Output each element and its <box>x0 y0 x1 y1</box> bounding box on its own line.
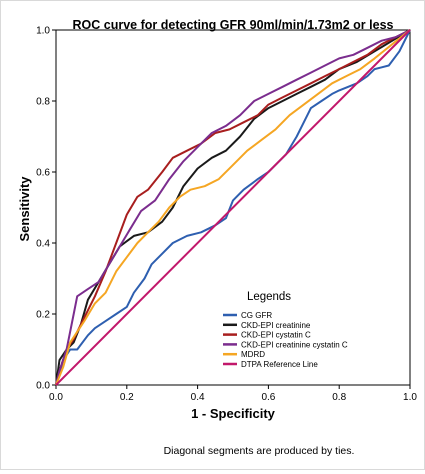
y-tick-label: 0.2 <box>36 310 50 321</box>
series-line-ckd-epi-cystatin-c <box>55 29 411 386</box>
series-line-ckd-epi-creatinine-cystatin-c <box>55 29 411 386</box>
x-axis-label: 1 - Specificity <box>191 406 276 421</box>
x-tick-label: 0.0 <box>49 392 63 403</box>
series-line-ckd-epi-creatinine <box>55 29 411 386</box>
y-axis-label: Sensitivity <box>17 176 32 242</box>
chart-title: ROC curve for detecting GFR 90ml/min/1.7… <box>73 18 394 32</box>
series-line-mdrd <box>55 29 411 386</box>
series-line-cg-gfr <box>55 29 411 386</box>
legend-entry-cg-gfr: CG GFR <box>241 311 272 320</box>
legend-entry-mdrd: MDRD <box>241 350 265 359</box>
y-tick-label: 0.8 <box>36 97 50 108</box>
footnote: Diagonal segments are produced by ties. <box>164 445 355 457</box>
legend-entry-ckd-epi-creatinine-cystatin-c: CKD-EPI creatinine cystatin C <box>241 340 348 349</box>
y-tick-label: 0.0 <box>36 381 50 392</box>
legend-entry-ckd-epi-cystatin-c: CKD-EPI cystatin C <box>241 331 311 340</box>
axes: 0.0 0.2 0.4 0.6 0.8 1.0 0.0 0.2 0.4 0.6 0.8 1.0 <box>36 26 417 404</box>
legend-entry-dtpa-reference-line: DTPA Reference Line <box>241 360 318 369</box>
y-tick-label: 0.4 <box>36 239 50 250</box>
y-tick-label: 1.0 <box>36 26 50 37</box>
plot-border <box>55 29 411 386</box>
x-tick-label: 0.6 <box>261 392 275 403</box>
x-tick-label: 0.4 <box>191 392 205 403</box>
x-tick-label: 0.8 <box>332 392 346 403</box>
series-line-dtpa-reference-line <box>55 29 411 386</box>
x-tick-label: 0.2 <box>120 392 134 403</box>
series-lines <box>55 29 411 386</box>
y-tick-label: 0.6 <box>36 168 50 179</box>
legend-title: Legends <box>247 291 291 303</box>
legend-entry-ckd-epi-creatinine: CKD-EPI creatinine <box>241 321 311 330</box>
x-tick-label: 1.0 <box>403 392 417 403</box>
